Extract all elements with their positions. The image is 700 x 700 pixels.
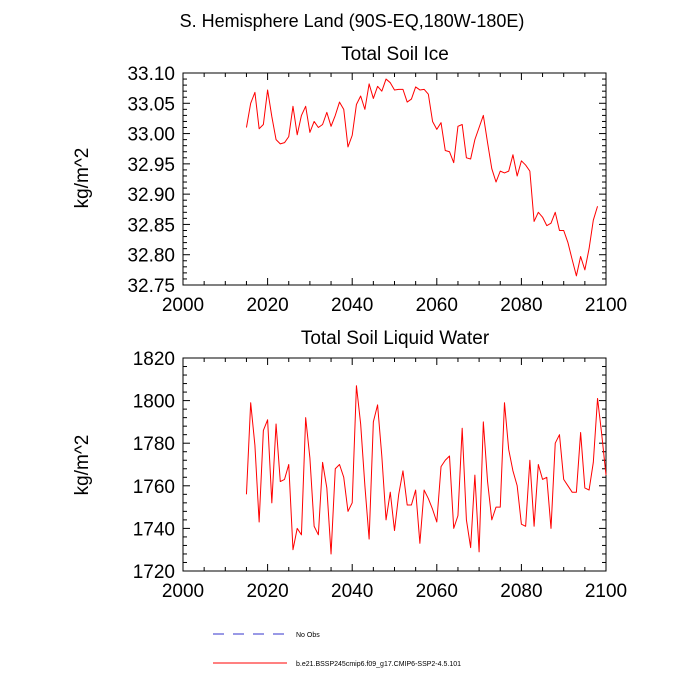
soil-ice-chart-title: Total Soil Ice (341, 44, 449, 65)
soil-ice-series (245, 78, 599, 277)
soil-ice-y-tick-label: 32.85 (127, 215, 175, 236)
soil-ice-ticks (182, 72, 607, 286)
soil-liquid-y-tick-label: 1720 (133, 562, 175, 583)
soil-liquid-y-axis-label: kg/m^2 (72, 435, 93, 496)
soil-ice-x-tick-label: 2020 (246, 295, 288, 316)
soil-liquid-x-tick-label: 2100 (585, 581, 627, 602)
soil-ice-x-tick-label: 2000 (162, 295, 204, 316)
soil-liquid-x-tick-label: 2040 (331, 581, 373, 602)
legend-obs-label: No Obs (296, 632, 320, 639)
soil-liquid-tick-labels: 2000 2020 2040 2060 2080 2100 1720 1740 1760 1780… (133, 349, 627, 602)
soil-ice-x-tick-label: 2100 (585, 295, 627, 316)
soil-liquid-series (245, 385, 607, 555)
soil-ice-x-tick-label: 2040 (331, 295, 373, 316)
soil-liquid-x-tick-label: 2060 (416, 581, 458, 602)
figure-title: S. Hemisphere Land (90S-EQ,180W-180E) (180, 11, 525, 31)
legend: No Obs b.e21.BSSP245cmip6.f09_g17.CMIP6-… (213, 632, 461, 668)
soil-ice-series-line (245, 78, 599, 277)
soil-ice-y-tick-label: 32.75 (127, 276, 175, 297)
soil-liquid-y-tick-label: 1820 (133, 349, 175, 370)
soil-liquid-x-tick-label: 2080 (500, 581, 542, 602)
soil-ice-y-axis-label: kg/m^2 (72, 148, 93, 209)
soil-liquid-panel: Total Soil Liquid Water kg/m^2 2000 2020 2… (72, 328, 627, 602)
soil-liquid-x-tick-label: 2020 (246, 581, 288, 602)
soil-ice-x-tick-label: 2080 (500, 295, 542, 316)
soil-ice-plot-frame (182, 72, 607, 286)
soil-liquid-y-tick-label: 1740 (133, 519, 175, 540)
soil-liquid-y-tick-label: 1780 (133, 434, 175, 455)
soil-liquid-plot-frame (182, 357, 607, 572)
soil-liquid-ticks (182, 357, 607, 572)
soil-liquid-x-tick-label: 2000 (162, 581, 204, 602)
soil-ice-y-tick-label: 33.10 (127, 64, 175, 85)
soil-ice-y-tick-label: 32.90 (127, 185, 175, 206)
soil-ice-y-tick-label: 33.00 (127, 125, 175, 146)
soil-liquid-y-tick-label: 1800 (133, 392, 175, 413)
soil-ice-panel: Total Soil Ice kg/m^2 2000 2020 2040 2060 20… (72, 44, 627, 316)
soil-ice-y-tick-label: 32.80 (127, 246, 175, 267)
soil-liquid-chart-title: Total Soil Liquid Water (301, 328, 490, 349)
legend-model-label: b.e21.BSSP245cmip6.f09_g17.CMIP6-SSP2-4.… (296, 661, 461, 668)
soil-ice-x-tick-label: 2060 (416, 295, 458, 316)
soil-liquid-y-tick-label: 1760 (133, 477, 175, 498)
soil-ice-tick-labels: 2000 2020 2040 2060 2080 2100 32.75 32.80 32.85 3… (127, 64, 627, 316)
soil-liquid-series-line (245, 385, 607, 555)
soil-ice-y-tick-label: 33.05 (127, 94, 175, 115)
soil-ice-y-tick-label: 32.95 (127, 155, 175, 176)
